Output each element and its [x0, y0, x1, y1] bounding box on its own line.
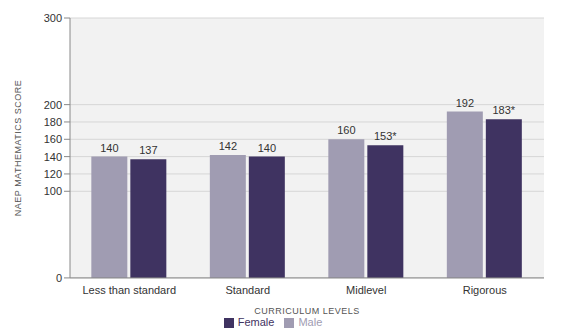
svg-text:140: 140 [44, 151, 62, 163]
svg-text:140: 140 [258, 142, 276, 154]
svg-text:180: 180 [44, 116, 62, 128]
svg-text:160: 160 [44, 133, 62, 145]
svg-text:120: 120 [44, 168, 62, 180]
svg-text:Rigorous: Rigorous [463, 284, 508, 296]
svg-text:0: 0 [56, 272, 62, 284]
svg-text:Less than standard: Less than standard [82, 284, 176, 296]
svg-text:100: 100 [44, 185, 62, 197]
svg-text:NAEP MATHEMATICS SCORE: NAEP MATHEMATICS SCORE [13, 80, 23, 217]
svg-text:300: 300 [44, 12, 62, 24]
svg-text:200: 200 [44, 99, 62, 111]
svg-text:137: 137 [139, 144, 157, 156]
html-text:Female: Female [237, 315, 275, 328]
svg-text:183*: 183* [493, 104, 516, 116]
svg-text:160: 160 [337, 124, 355, 136]
svg-text:192: 192 [456, 97, 474, 109]
svg-text:Standard: Standard [225, 284, 270, 296]
svg-text:153*: 153* [374, 130, 397, 142]
svg-text:140: 140 [100, 142, 118, 154]
svg-text:CURRICULUM LEVELS: CURRICULUM LEVELS [254, 306, 360, 316]
svg-text:Midlevel: Midlevel [346, 284, 386, 296]
svg-text:142: 142 [219, 140, 237, 152]
html-text:Male: Male [298, 315, 323, 328]
